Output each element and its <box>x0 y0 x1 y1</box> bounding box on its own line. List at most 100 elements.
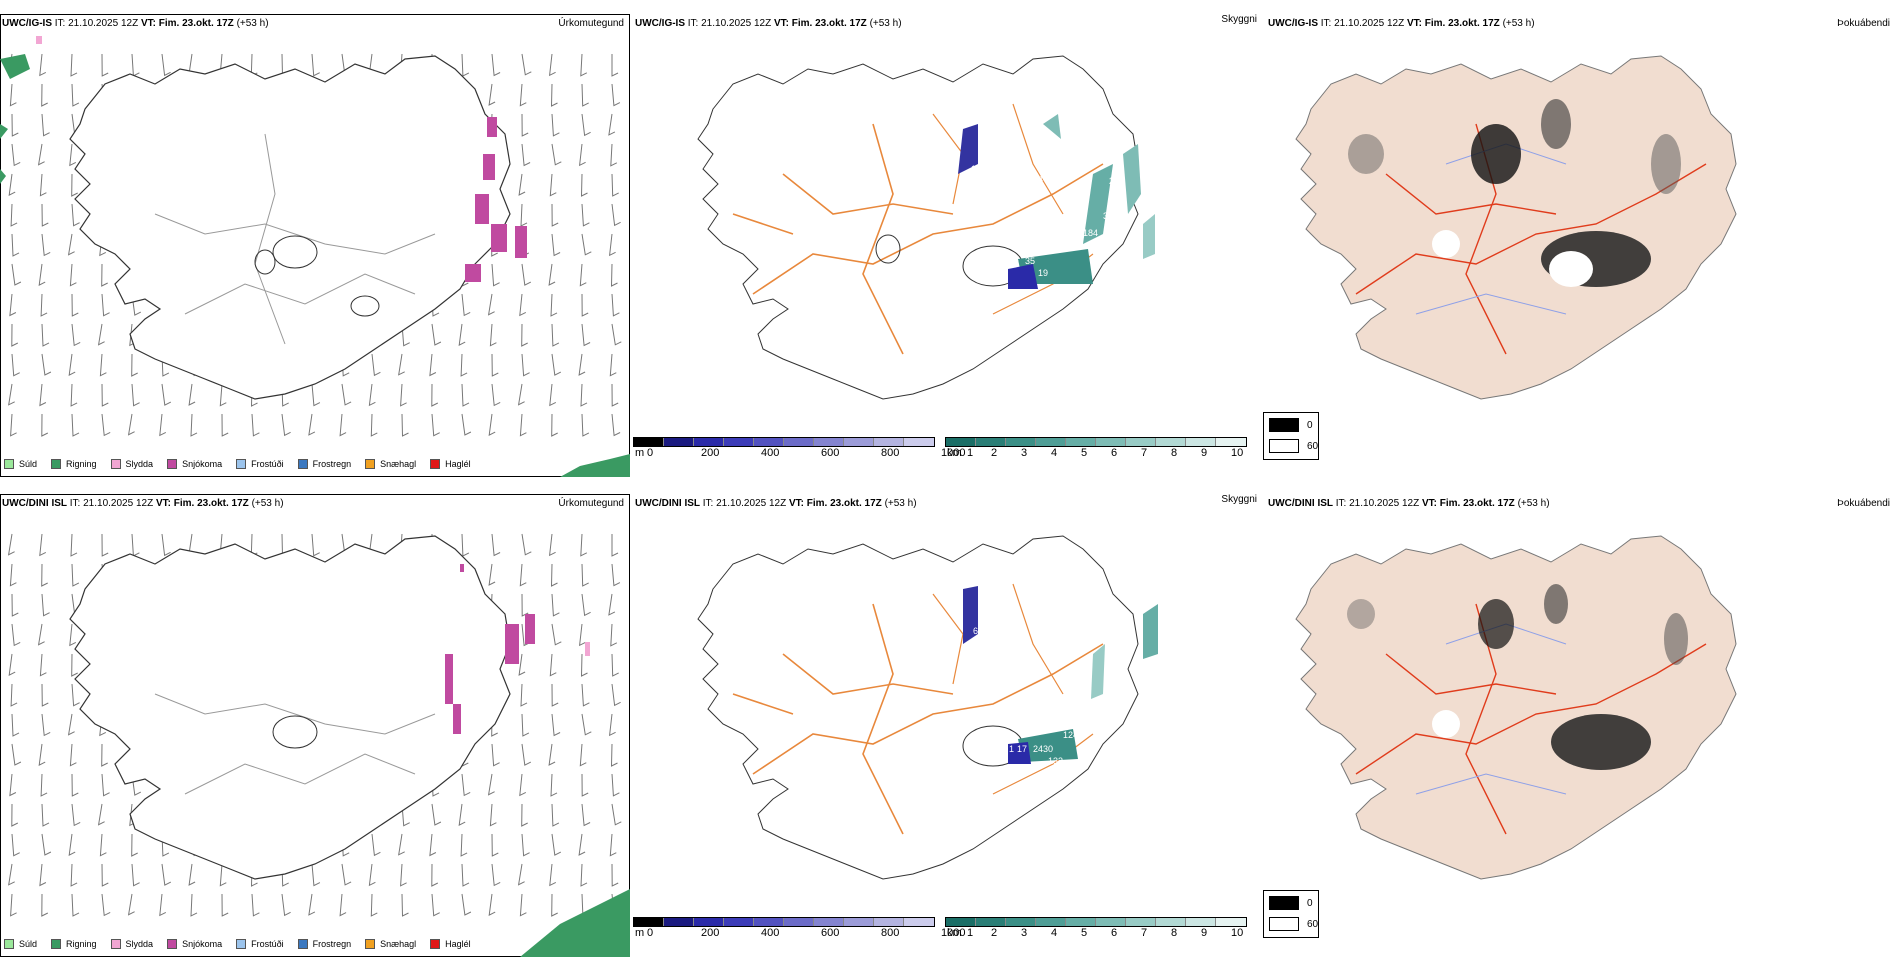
wind-barb <box>551 233 561 257</box>
wind-barb <box>400 863 407 887</box>
wind-barb <box>431 803 442 826</box>
legend-swatch <box>51 939 62 949</box>
wind-barb <box>461 293 471 317</box>
legend-swatch <box>365 459 376 469</box>
ceiling-unit: m <box>635 447 645 459</box>
wind-barb <box>11 263 22 286</box>
wind-barb <box>39 383 47 407</box>
legend-swatch <box>51 459 62 469</box>
panel-title: UWC/IG-IS IT: 21.10.2025 12Z VT: Fim. 23… <box>2 18 269 29</box>
wind-barb <box>39 653 47 677</box>
colorbar-segment <box>1126 438 1156 446</box>
wind-barb <box>7 533 15 556</box>
colorbar-segment <box>1036 438 1066 446</box>
wind-barb <box>521 323 528 347</box>
visibility-value-label: 1 <box>1009 744 1014 754</box>
legend-swatch <box>4 459 14 469</box>
wind-barb <box>371 833 381 857</box>
panel-title: UWC/DINI ISL IT: 21.10.2025 12Z VT: Fim.… <box>1268 498 1550 509</box>
fog-legend-label: 0 <box>1307 897 1313 909</box>
wind-barb <box>11 233 20 257</box>
colorbar-segment <box>1006 438 1036 446</box>
legend-item: Rigning <box>51 939 97 949</box>
fog-legend-swatch <box>1269 917 1299 931</box>
iceland-coastline <box>1295 55 1737 400</box>
visibility-value-label: 133 <box>1048 756 1063 766</box>
wind-barb <box>581 563 589 587</box>
wind-barb <box>131 383 140 407</box>
iceland-coastline <box>69 55 511 400</box>
legend-label: Snjókoma <box>182 939 223 949</box>
visibility-value-label: 12 <box>1033 238 1043 248</box>
wind-barb <box>521 53 532 76</box>
ceiling-unit: m <box>635 927 645 939</box>
wind-barb <box>611 563 621 587</box>
wind-barb <box>159 893 167 917</box>
wind-barb <box>549 863 557 887</box>
wind-barb <box>581 803 591 827</box>
wind-barb <box>517 863 525 886</box>
colorbar-tick: 10 <box>1231 447 1244 459</box>
wind-barb <box>38 263 46 286</box>
colorbar-segment <box>1066 438 1096 446</box>
wind-barb <box>41 833 52 856</box>
wind-barb <box>491 863 501 887</box>
wind-barb <box>68 833 76 856</box>
wind-barb <box>370 413 378 437</box>
wind-barb <box>551 353 562 376</box>
wind-barb <box>41 893 49 917</box>
wind-barb <box>460 833 468 857</box>
legend-item: Haglél <box>430 459 471 469</box>
colorbar-segment <box>904 918 934 926</box>
colorbar-tick: 7 <box>1141 447 1148 459</box>
iceland-map-fog <box>1295 55 1737 400</box>
wind-barb <box>131 863 140 887</box>
colorbar-tick: 1 <box>967 447 974 459</box>
wind-barb <box>581 713 592 736</box>
wind-barb <box>487 293 495 316</box>
wind-barb <box>611 203 621 227</box>
fog-legend-swatch <box>1269 418 1299 432</box>
legend-label: Rigning <box>66 459 97 469</box>
wind-barb <box>610 263 618 287</box>
wind-barb <box>71 173 78 197</box>
visibility-value-label: 94 <box>1033 174 1043 184</box>
wind-barb <box>71 893 80 917</box>
wind-barb <box>581 293 589 317</box>
wind-barb <box>311 383 321 407</box>
colorbar-tick: 400 <box>761 447 780 459</box>
legend-label: Slydda <box>125 459 154 469</box>
wind-barb <box>488 563 496 586</box>
legend-swatch <box>167 939 178 949</box>
wind-barb <box>521 533 532 556</box>
visibility-colorbar: km 1 2 3 4 5 6 7 8 9 10 <box>945 437 1247 459</box>
wind-barb <box>551 113 560 137</box>
wind-barb <box>431 413 440 437</box>
wind-barb <box>551 713 561 737</box>
colorbar-tick: 7 <box>1141 927 1148 939</box>
wind-barb <box>611 293 620 317</box>
wind-barb <box>551 623 562 646</box>
panel-title: UWC/DINI ISL IT: 21.10.2025 12Z VT: Fim.… <box>635 498 917 509</box>
fog-index-panel-bottom: UWC/DINI ISL IT: 21.10.2025 12Z VT: Fim.… <box>1266 494 1896 957</box>
wind-barb <box>519 83 527 107</box>
ceiling-colorbar: m 0 200 400 600 800 1000 <box>633 917 965 939</box>
legend-swatch <box>110 459 121 469</box>
wind-barb <box>9 293 17 317</box>
wind-barb <box>97 323 105 346</box>
colorbar-segment <box>976 438 1006 446</box>
colorbar-tick: 5 <box>1081 447 1088 459</box>
wind-barb <box>460 353 468 377</box>
wind-barb <box>581 203 590 227</box>
legend-label: Frostregn <box>312 459 352 469</box>
visibility-value-label: 32 <box>1103 211 1113 221</box>
colorbar-segment <box>1156 918 1186 926</box>
wind-barb <box>97 803 105 826</box>
wind-barb <box>517 383 525 406</box>
colorbar-tick: 800 <box>881 447 900 459</box>
wind-barb <box>611 173 619 197</box>
colorbar-segment <box>1096 438 1126 446</box>
iceland-map-precip <box>0 36 630 477</box>
wind-barb <box>70 53 78 77</box>
visibility-value-label: 208 <box>1109 176 1124 186</box>
